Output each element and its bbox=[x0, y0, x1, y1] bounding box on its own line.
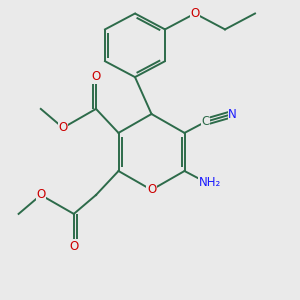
Text: O: O bbox=[190, 7, 200, 20]
Text: C: C bbox=[201, 115, 210, 128]
Text: O: O bbox=[69, 239, 78, 253]
Text: NH₂: NH₂ bbox=[199, 176, 221, 189]
Text: O: O bbox=[36, 188, 45, 202]
Text: O: O bbox=[58, 121, 68, 134]
Text: O: O bbox=[147, 183, 156, 196]
Text: N: N bbox=[228, 107, 237, 121]
Text: O: O bbox=[92, 70, 100, 83]
